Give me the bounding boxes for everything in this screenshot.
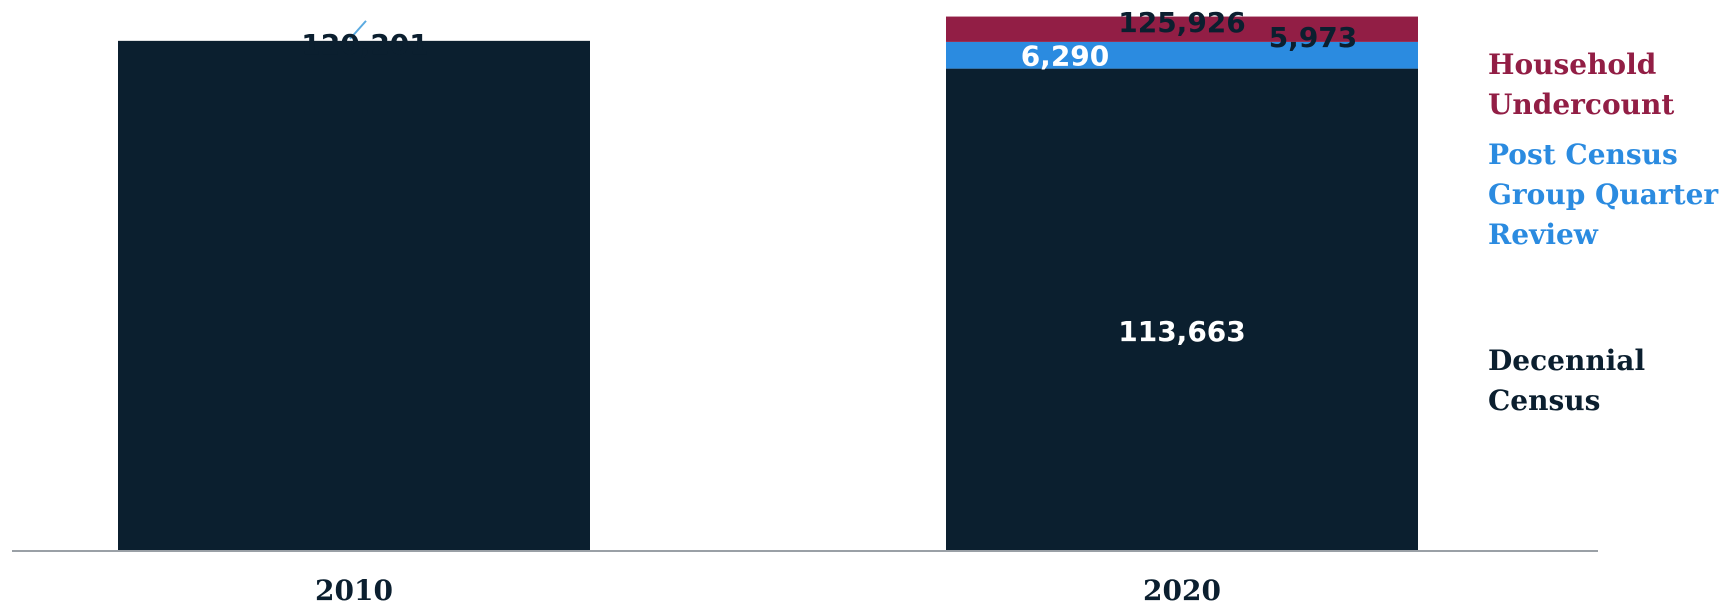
data-label-household-2020: 5,973: [1269, 21, 1358, 54]
legend-entry-1-line-0: Post Census: [1488, 138, 1678, 171]
category-label-2020: 2020: [1143, 574, 1221, 607]
bar-2020-household-undercount: [946, 16, 1418, 42]
legend-entry-1-line-2: Review: [1488, 218, 1599, 251]
total-label-2020: 125,926: [1118, 6, 1246, 39]
data-label-post-census-2020: 6,290: [1021, 39, 1110, 72]
bar-2020-decennial-census: [946, 68, 1418, 551]
leader-line-2010: [349, 20, 367, 40]
category-label-2010: 2010: [315, 574, 393, 607]
bar-2010-decennial-census: [118, 40, 590, 552]
legend-entry-2-line-0: Decennial: [1488, 344, 1645, 377]
total-label-2010: 120,201: [301, 28, 429, 61]
legend-entry-0-line-1: Undercount: [1488, 88, 1674, 121]
legend-entry-0-line-0: Household: [1488, 48, 1656, 81]
legend-entry-2-line-1: Census: [1488, 384, 1600, 417]
data-label-decennial-2020: 113,663: [1118, 315, 1246, 348]
legend-entry-1-line-1: Group Quarter: [1488, 178, 1719, 211]
bar-2020-post-census-group-quarter-review: [946, 41, 1418, 69]
